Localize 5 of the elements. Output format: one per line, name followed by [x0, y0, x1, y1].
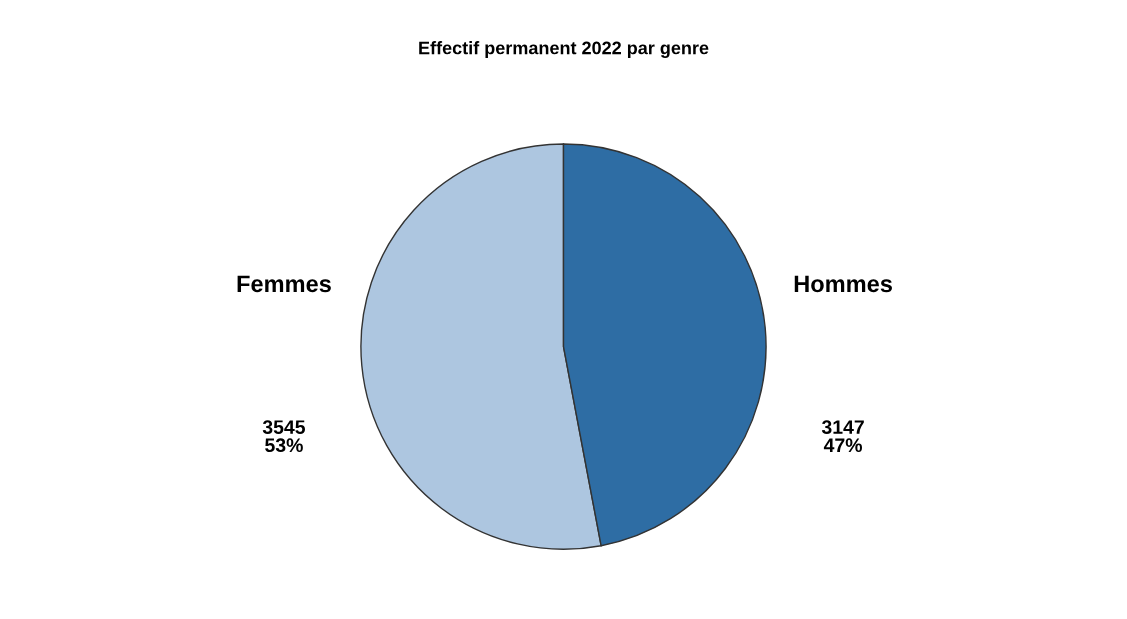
- data-label: 3147 47%: [821, 420, 864, 453]
- slice-label: Femmes: [237, 275, 331, 293]
- slice-label: Hommes: [794, 275, 892, 293]
- data-label: 3545 53%: [262, 420, 306, 453]
- chart-title: Effectif permanent 2022 par genre: [419, 41, 709, 58]
